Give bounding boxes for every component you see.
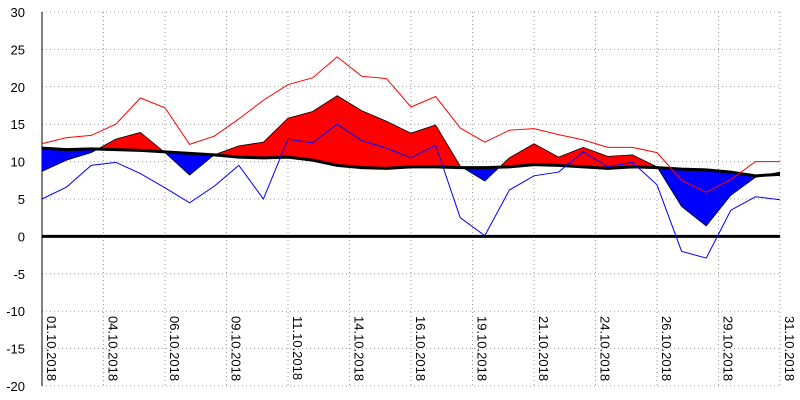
x-tick-label: 14.10.2018 xyxy=(352,316,367,381)
series-line xyxy=(41,123,781,259)
series-line xyxy=(41,56,780,193)
y-tick-label: 20 xyxy=(11,80,25,95)
y-tick-label: 30 xyxy=(11,5,25,20)
x-tick-label: 16.10.2018 xyxy=(413,316,428,381)
y-tick-label: -10 xyxy=(6,304,25,319)
x-tick-label: 09.10.2018 xyxy=(229,316,244,381)
series-line xyxy=(41,146,781,178)
x-tick-label: 06.10.2018 xyxy=(167,316,182,381)
y-tick-label: 5 xyxy=(18,192,25,207)
x-tick-label: 29.10.2018 xyxy=(721,316,736,381)
x-tick-label: 24.10.2018 xyxy=(598,316,613,381)
y-tick-label: 0 xyxy=(18,229,25,244)
y-tick-label: -5 xyxy=(13,267,25,282)
x-tick-label: 31.10.2018 xyxy=(782,316,797,381)
x-tick-label: 04.10.2018 xyxy=(106,316,121,381)
y-tick-label: 25 xyxy=(11,42,25,57)
y-tick-label: 10 xyxy=(11,155,25,170)
above-norm-area xyxy=(42,95,780,176)
y-tick-label: -15 xyxy=(6,342,25,357)
y-tick-label: 15 xyxy=(11,117,25,132)
x-tick-label: 21.10.2018 xyxy=(536,316,551,381)
y-tick-label: -20 xyxy=(6,379,25,394)
x-tick-label: 11.10.2018 xyxy=(290,316,305,380)
x-tick-label: 01.10.2018 xyxy=(44,316,59,381)
x-tick-label: 19.10.2018 xyxy=(475,316,490,381)
x-tick-label: 26.10.2018 xyxy=(659,316,674,381)
